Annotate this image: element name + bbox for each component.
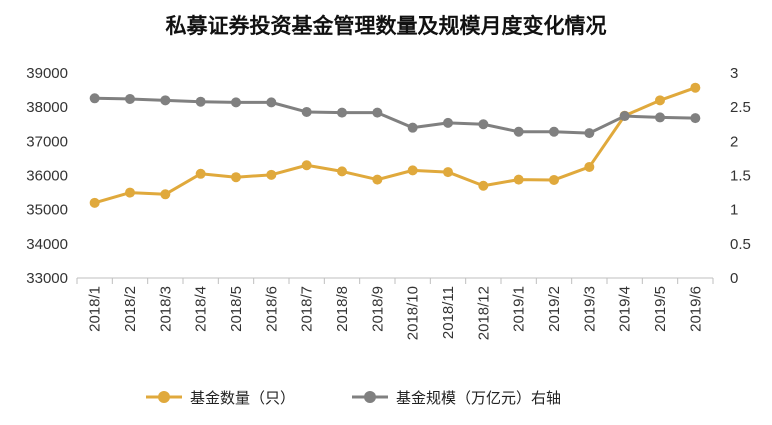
data-point [195,168,206,179]
x-tick-label: 2019/6 [687,286,704,332]
y-left-tick-label: 34000 [26,236,68,253]
data-point [337,166,347,177]
x-tick-label: 2018/6 [263,286,280,332]
y-right-tick-label: 0 [730,270,738,287]
x-tick-label: 2019/5 [652,286,669,332]
x-tick-label: 2018/7 [299,286,316,332]
data-point [549,126,559,137]
series-line [94,96,696,135]
data-point [443,167,453,178]
data-point [337,107,347,118]
data-point [231,97,241,108]
x-tick-label: 2018/5 [228,286,245,332]
data-point [690,113,701,124]
data-point [160,95,171,106]
data-point [372,174,383,185]
data-point [443,117,453,128]
data-point [619,111,630,122]
x-tick-label: 2018/9 [369,286,386,332]
y-left-tick-label: 39000 [26,65,68,82]
data-point [584,128,595,139]
data-point [195,96,206,107]
legend-label: 基金数量（只） [190,389,295,407]
y-right-tick-label: 2 [730,133,738,150]
chart-title: 私募证券投资基金管理数量及规模月度变化情况 [165,13,607,38]
y-left-tick-label: 36000 [26,168,68,185]
y-right-tick-label: 2.5 [730,99,751,116]
data-point [89,197,100,208]
y-right-tick-label: 1 [730,202,738,219]
x-tick-label: 2018/8 [334,286,351,332]
data-point [584,161,595,172]
x-tick-label: 2018/3 [157,286,174,332]
data-point [125,93,135,104]
data-point [372,107,383,118]
y-right-tick-label: 0.5 [730,236,751,253]
data-point [549,174,559,185]
legend-label: 基金规模（万亿元）右轴 [396,389,561,407]
data-point [231,172,241,183]
data-point [301,106,312,117]
x-tick-label: 2018/10 [405,286,422,340]
data-point [266,169,277,180]
legend-swatch-marker [364,391,376,403]
x-tick-label: 2018/12 [475,286,492,340]
x-tick-label: 2019/3 [581,286,598,332]
x-tick-label: 2018/4 [193,286,210,332]
legend-swatch-marker [158,391,170,403]
y-right-tick-label: 1.5 [730,168,751,185]
data-point [690,82,701,93]
data-point [655,95,665,106]
y-right-tick-label: 3 [730,65,738,82]
data-point [407,122,418,133]
data-point [266,97,277,108]
data-point [89,93,100,104]
data-point [478,119,489,130]
x-tick-label: 2019/2 [546,286,563,332]
y-left-tick-label: 37000 [26,133,68,150]
x-tick-label: 2018/1 [87,286,104,332]
data-point [125,187,135,198]
data-point [513,126,524,137]
x-tick-label: 2019/4 [617,286,634,332]
data-point [301,160,312,171]
data-point [407,165,418,176]
x-tick-label: 2018/11 [440,286,457,339]
x-tick-label: 2019/1 [511,286,528,332]
data-point [478,180,489,191]
data-point [513,174,524,185]
series-line [94,86,696,205]
data-point [160,189,171,200]
y-left-tick-label: 38000 [26,99,68,116]
y-left-tick-label: 33000 [26,270,68,287]
y-left-tick-label: 35000 [26,202,68,219]
x-tick-label: 2018/2 [122,286,139,332]
data-point [655,112,665,123]
